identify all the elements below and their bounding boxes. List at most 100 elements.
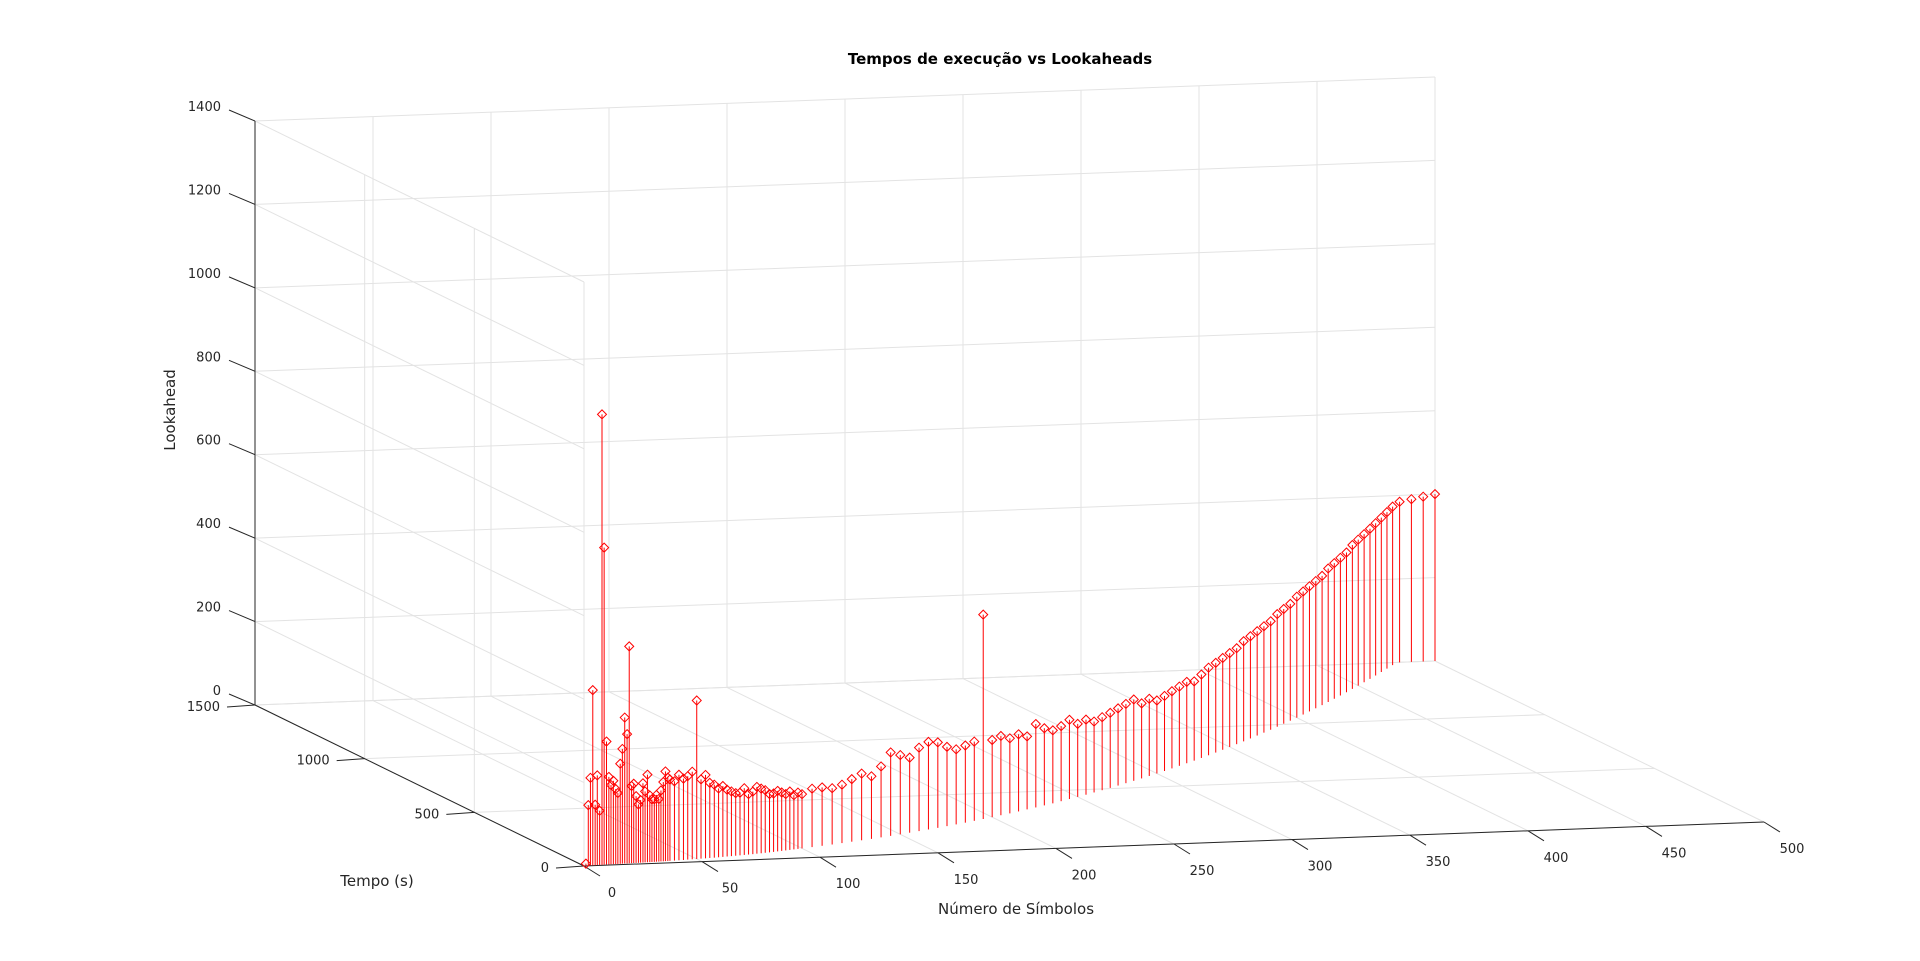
x-tick-label: 300 <box>1308 860 1333 875</box>
y-axis-label: Tempo (s) <box>339 872 413 890</box>
grid-line <box>254 159 1436 205</box>
stem-marker <box>986 734 998 746</box>
grid-line <box>254 577 1436 623</box>
grid-line <box>254 243 1436 289</box>
stem-marker <box>633 799 644 810</box>
stem-marker <box>678 773 689 784</box>
stem-marker <box>1251 626 1263 637</box>
stem-marker <box>1030 718 1042 730</box>
stem-marker <box>596 409 608 420</box>
stem-marker <box>1174 681 1185 692</box>
stem-marker <box>669 776 680 787</box>
stem-marker <box>969 736 980 747</box>
stem-marker <box>941 741 953 753</box>
stem-marker <box>1387 501 1398 512</box>
stem-marker <box>1310 575 1321 587</box>
stem-marker <box>1265 616 1276 627</box>
z-tick-label: 0 <box>213 684 221 699</box>
stem-marker <box>1224 647 1235 659</box>
stem-marker <box>1335 552 1346 564</box>
x-tick-label: 450 <box>1662 846 1687 861</box>
stem-marker <box>594 805 605 816</box>
stem-marker <box>1136 698 1147 709</box>
y-axis-line <box>254 704 585 867</box>
stem-marker <box>1188 676 1200 687</box>
stem-marker <box>826 782 838 794</box>
stem-marker <box>592 770 603 781</box>
grid-line <box>1080 673 1411 836</box>
y-tick-mark <box>555 865 585 869</box>
stem-marker <box>875 761 887 772</box>
stem-marker <box>1151 695 1163 706</box>
x-tick-label: 350 <box>1426 855 1451 870</box>
y-tick-mark <box>446 811 475 815</box>
x-tick-mark <box>1645 825 1663 837</box>
stem-marker <box>978 609 989 620</box>
stem-marker <box>1096 711 1108 723</box>
stem-marker <box>713 783 724 794</box>
z-tick-label: 400 <box>196 517 221 532</box>
stem-marker <box>1064 714 1075 725</box>
stem-marker <box>1394 496 1405 507</box>
y-tick-label: 1000 <box>297 754 330 769</box>
x-tick-mark <box>1763 821 1781 833</box>
stem-marker <box>730 787 741 799</box>
stem-marker <box>1088 716 1100 727</box>
grid-line <box>254 120 585 283</box>
stem-marker <box>788 789 800 801</box>
x-tick-label: 250 <box>1190 864 1215 879</box>
chart-title: Tempos de execução vs Lookaheads <box>848 50 1152 68</box>
z-tick-mark <box>228 693 256 706</box>
stem-marker <box>780 788 791 800</box>
grid-line <box>1434 660 1765 823</box>
stem-marker <box>649 794 660 805</box>
stem-marker <box>1055 720 1067 732</box>
grid-line <box>726 686 1057 849</box>
y-tick-label: 500 <box>415 807 440 822</box>
grid-line <box>254 660 1436 706</box>
grid-line <box>254 287 585 450</box>
stem-marker <box>1080 714 1092 725</box>
stem-marker <box>1381 506 1393 518</box>
stem-marker <box>796 788 808 800</box>
grid-line <box>254 537 585 700</box>
stem-marker <box>836 779 848 790</box>
stem-marker <box>610 783 621 795</box>
stem-marker <box>1210 657 1221 669</box>
grid-line <box>1198 669 1529 832</box>
stem-marker <box>612 787 624 799</box>
z-tick-label: 1000 <box>188 267 221 282</box>
z-tick-mark <box>228 610 256 623</box>
stem-marker <box>1105 707 1116 719</box>
stem-marker <box>655 785 667 796</box>
grid-line <box>364 714 1545 760</box>
stem-marker <box>605 779 617 791</box>
grid-line <box>254 326 1436 372</box>
stem-marker <box>1072 718 1083 730</box>
stem-marker <box>1039 723 1050 734</box>
z-tick-label: 1400 <box>188 100 221 115</box>
stem-marker <box>617 743 628 755</box>
z-tick-mark <box>228 443 256 456</box>
stem-marker <box>1429 488 1441 500</box>
x-tick-mark <box>1173 843 1191 855</box>
stem-marker <box>1181 676 1192 688</box>
stem-marker <box>639 786 651 797</box>
stem-marker <box>960 740 971 751</box>
stem-marker <box>1358 528 1370 540</box>
stem-marker <box>1258 621 1270 632</box>
stem-marker <box>1159 690 1170 702</box>
grid-line <box>608 691 939 854</box>
stem-marker <box>806 783 818 794</box>
x-tick-mark <box>701 861 719 873</box>
stem-marker <box>615 758 626 769</box>
stem-marker <box>628 778 639 789</box>
stem-marker <box>904 752 915 763</box>
stem-marker <box>1128 694 1139 705</box>
stem-marker <box>1291 591 1303 602</box>
stem-marker <box>624 641 635 652</box>
stem-marker <box>637 778 649 789</box>
z-tick-mark <box>228 109 256 122</box>
